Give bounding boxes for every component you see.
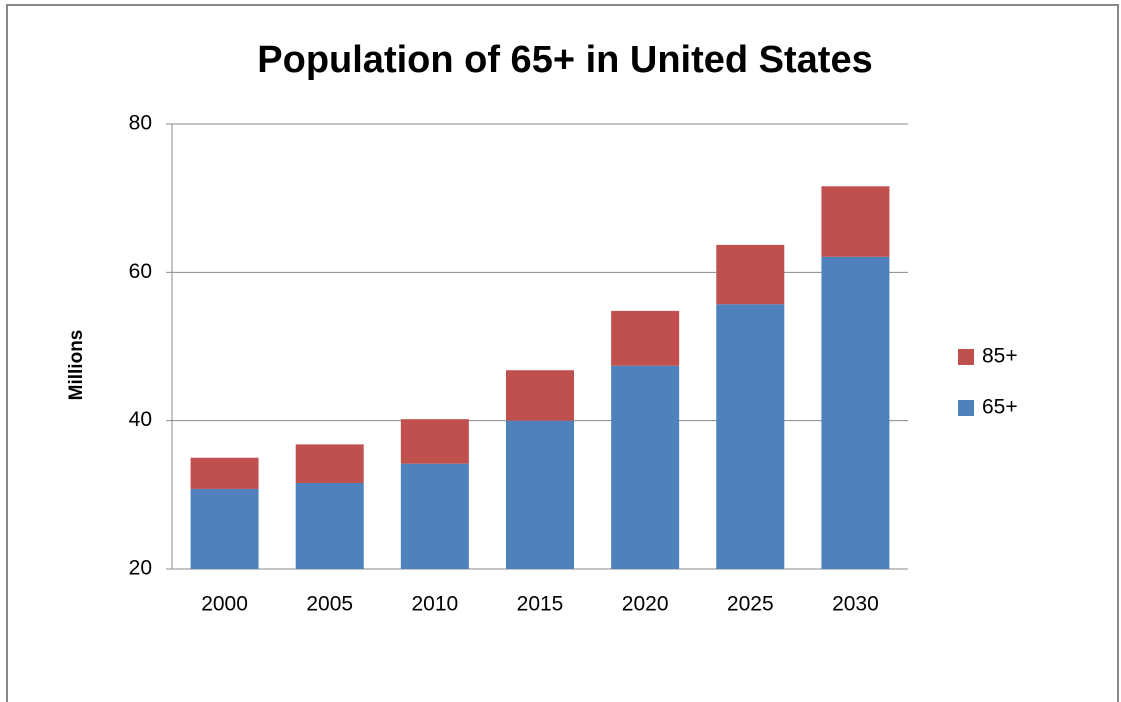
y-axis-label: Millions	[66, 330, 87, 401]
x-tick-label: 2030	[832, 593, 879, 616]
bar-segment	[506, 370, 574, 421]
bar-segment	[716, 244, 785, 305]
y-tick-label: 80	[129, 112, 152, 135]
bar-segment	[821, 186, 890, 257]
x-tick-label: 2025	[727, 593, 774, 616]
bar-segment	[506, 420, 574, 569]
bar-segment	[821, 256, 890, 569]
x-tick-label: 2005	[306, 593, 353, 616]
y-tick-label: 60	[129, 260, 152, 283]
chart-title: Population of 65+ in United States	[257, 39, 872, 81]
bar-segment	[716, 304, 785, 569]
x-tick-label: 2020	[622, 593, 669, 616]
legend-label: 85+	[982, 345, 1018, 368]
bar-segment	[295, 482, 364, 569]
bar-segment	[190, 457, 259, 489]
bar-segment	[295, 444, 364, 483]
x-tick-label: 2015	[517, 593, 564, 616]
x-tick-label: 2000	[201, 593, 248, 616]
x-tick-label: 2010	[411, 593, 458, 616]
legend-label: 65+	[982, 396, 1018, 419]
legend-swatch	[958, 400, 974, 416]
chart-frame	[6, 4, 1119, 702]
bar-segment	[190, 488, 259, 569]
y-tick-label: 40	[129, 408, 152, 431]
bar-segment	[611, 310, 680, 366]
bar-segment	[400, 463, 469, 569]
legend-swatch	[958, 349, 974, 365]
bar-segment	[611, 365, 680, 569]
y-tick-label: 20	[129, 557, 152, 580]
bar-segment	[400, 419, 469, 464]
